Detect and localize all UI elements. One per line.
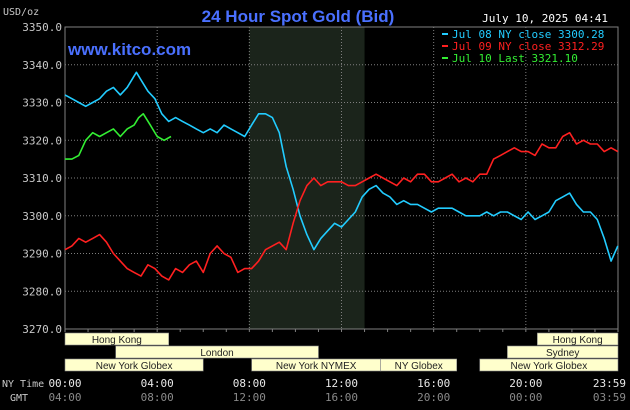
session-label: NY Globex	[395, 361, 443, 372]
x-tick-label-ny: 00:00	[48, 377, 81, 390]
series-line-1	[64, 71, 619, 262]
price-series	[64, 71, 619, 281]
legend-entry-jul10: Jul 10 Last 3321.10	[452, 52, 578, 65]
legend-entry-jul09: Jul 09 NY close 3312.29	[452, 40, 604, 53]
y-tick-label: 3340.0	[22, 59, 62, 72]
y-tick-label: 3330.0	[22, 97, 62, 110]
session-bar	[380, 358, 458, 372]
y-tick-label: 3300.0	[22, 210, 62, 223]
x-axis-labels: 00:0004:0004:0008:0008:0012:0012:0016:00…	[48, 377, 626, 404]
y-tick-label: 3290.0	[22, 248, 62, 261]
y-tick-label: 3350.0	[22, 21, 62, 34]
legend-swatch-jul08	[442, 33, 448, 35]
x-tick-label-ny: 20:00	[509, 377, 542, 390]
series-line-2	[64, 131, 619, 281]
session-label: Sydney	[546, 348, 579, 359]
unit-label: USD/oz	[3, 7, 39, 18]
series-line-3	[65, 113, 172, 160]
x-tick-label-gmt: 20:00	[417, 391, 450, 404]
y-tick-label: 3280.0	[22, 285, 62, 298]
session-bar	[64, 358, 204, 372]
x-tick-label-gmt: 04:00	[48, 391, 81, 404]
session-label: New York Globex	[511, 361, 588, 372]
x-tick-label-gmt: 16:00	[325, 391, 358, 404]
session-bar	[115, 345, 319, 359]
session-label: Hong Kong	[553, 335, 603, 346]
session-bar	[507, 345, 619, 359]
legend-swatch-jul10	[442, 57, 448, 59]
y-tick-label: 3320.0	[22, 134, 62, 147]
y-tick-label: 3310.0	[22, 172, 62, 185]
plot-border	[64, 26, 619, 330]
session-label: New York NYMEX	[276, 361, 357, 372]
x-tick-label-gmt: 12:00	[233, 391, 266, 404]
legend: Jul 08 NY close 3300.28 Jul 09 NY close …	[442, 28, 604, 65]
chart-title: 24 Hour Spot Gold (Bid)	[202, 7, 395, 26]
session-label: London	[200, 348, 233, 359]
x-tick-label-ny: 08:00	[233, 377, 266, 390]
session-label: New York Globex	[96, 361, 173, 372]
x-tick-label-ny: 04:00	[141, 377, 174, 390]
session-bar	[479, 358, 619, 372]
kitco-watermark: www.kitco.com	[67, 40, 191, 59]
datetime-stamp: July 10, 2025 04:41	[482, 12, 608, 25]
session-bar	[64, 332, 169, 346]
grid-lines	[64, 26, 619, 332]
session-label: Hong Kong	[92, 335, 142, 346]
legend-swatch-jul09	[442, 45, 448, 47]
ny-time-label: NY Time	[2, 379, 44, 390]
y-axis-labels: 3350.0 3340.0 3330.0 3320.0 3310.0 3300.0 3290…	[22, 21, 62, 336]
x-tick-label-ny: 23:59	[593, 377, 626, 390]
gmt-label: GMT	[10, 393, 28, 404]
session-bar	[537, 332, 619, 346]
y-tick-label: 3270.0	[22, 323, 62, 336]
market-hours-shade	[249, 27, 365, 329]
session-bars: Hong Kong London New York Globex New York N…	[64, 332, 619, 372]
x-tick-label-gmt: 00:00	[509, 391, 542, 404]
x-tick-label-ny: 16:00	[417, 377, 450, 390]
legend-entry-jul08: Jul 08 NY close 3300.28	[452, 28, 604, 41]
x-tick-label-ny: 12:00	[325, 377, 358, 390]
x-tick-label-gmt: 08:00	[141, 391, 174, 404]
x-tick-label-gmt: 03:59	[593, 391, 626, 404]
